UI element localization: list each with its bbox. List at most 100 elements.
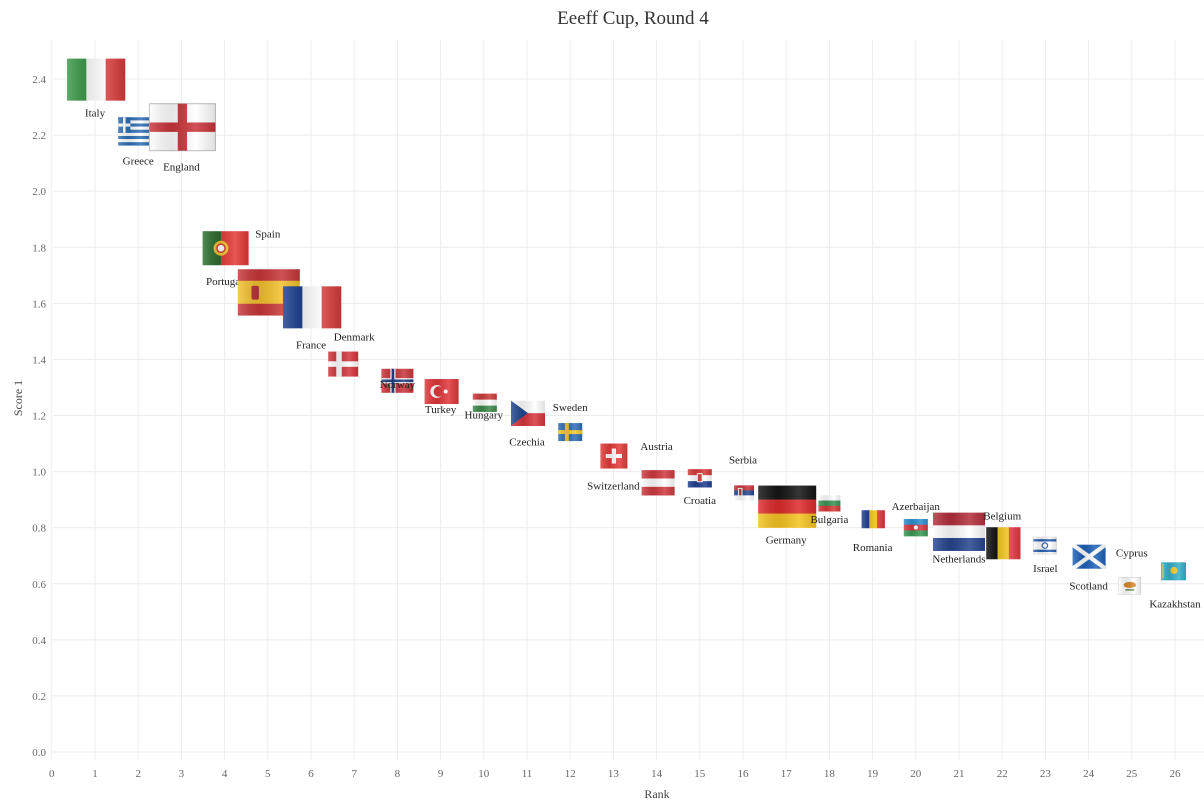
point-label: Greece	[123, 155, 154, 167]
israel-flag-icon	[1033, 536, 1057, 555]
x-tick-label: 25	[1126, 768, 1138, 780]
point-label: France	[296, 339, 326, 351]
x-tick-label: 24	[1083, 768, 1095, 780]
italy-flag-icon	[67, 58, 126, 101]
point-label: England	[163, 162, 200, 174]
x-tick-label: 18	[824, 768, 836, 780]
x-tick-label: 9	[438, 768, 444, 780]
point-label: Norway	[380, 379, 416, 391]
point-label: Cyprus	[1116, 547, 1148, 559]
x-tick-label: 19	[867, 768, 879, 780]
x-tick-label: 5	[265, 768, 271, 780]
data-point: Azerbaijan	[892, 501, 941, 537]
portugal-flag-icon	[202, 231, 249, 266]
x-tick-label: 4	[222, 768, 228, 780]
england-flag-icon	[148, 103, 216, 152]
data-points: Italy Greece England Portugal Spain France Den…	[67, 58, 1201, 610]
cyprus-flag-icon	[1118, 577, 1142, 595]
x-tick-label: 12	[565, 768, 576, 780]
data-point: France	[283, 286, 342, 351]
y-tick-label: 1.0	[32, 467, 46, 479]
norway-flag-icon	[381, 368, 414, 393]
x-tick-label: 22	[997, 768, 1008, 780]
data-point: Czechia	[509, 400, 545, 449]
y-tick-label: 0.8	[32, 523, 46, 535]
x-tick-label: 8	[395, 768, 401, 780]
point-label: Kazakhstan	[1149, 598, 1201, 610]
data-point: England	[148, 103, 216, 174]
data-point: Austria	[640, 441, 675, 496]
x-tick-label: 0	[49, 768, 55, 780]
point-label: Portugal	[206, 276, 243, 288]
hungary-flag-icon	[472, 393, 497, 412]
x-axis-ticks: 0 1 2 3 4 5 6 7 8 9 10 11 12 13 14 15 16 17 18 19 20 21 22 23 24…	[49, 768, 1181, 780]
sweden-flag-icon	[558, 423, 583, 442]
serbia-flag-icon	[734, 485, 754, 501]
data-point: Sweden	[553, 402, 588, 442]
point-label: Sweden	[553, 402, 588, 414]
point-label: Romania	[853, 542, 893, 554]
point-label: Azerbaijan	[892, 501, 941, 513]
x-tick-label: 13	[608, 768, 620, 780]
point-label: Turkey	[425, 404, 457, 416]
data-point: Cyprus	[1116, 547, 1148, 595]
data-point: Hungary	[465, 393, 504, 422]
x-tick-label: 2	[135, 768, 141, 780]
germany-flag-icon	[758, 485, 817, 528]
x-tick-label: 7	[351, 768, 357, 780]
point-label: Switzerland	[587, 481, 640, 493]
data-point: Croatia	[684, 469, 716, 507]
point-label: Czechia	[509, 437, 545, 449]
point-label: Serbia	[729, 454, 757, 466]
data-point: Kazakhstan	[1149, 562, 1201, 610]
data-point: Romania	[853, 510, 893, 554]
y-axis-ticks: 0.0 0.2 0.4 0.6 0.8 1.0 1.2 1.4 1.6 1.8 2.0 2.2 2.4	[32, 74, 46, 759]
x-tick-label: 23	[1040, 768, 1052, 780]
data-point: Greece	[118, 117, 154, 167]
y-tick-label: 1.6	[32, 298, 46, 310]
data-point: Belgium	[983, 510, 1022, 560]
chart-title: Eeeff Cup, Round 4	[557, 8, 709, 29]
y-axis-title: Score 1	[11, 380, 25, 416]
data-point: Netherlands	[932, 512, 986, 566]
point-label: Spain	[255, 228, 281, 240]
azerbaijan-flag-icon	[903, 519, 928, 537]
x-axis-title: Rank	[644, 787, 669, 801]
data-point: Turkey	[424, 379, 459, 416]
data-point: Switzerland	[587, 443, 640, 493]
point-label: Netherlands	[932, 554, 985, 566]
data-point: Portugal	[202, 231, 249, 288]
bulgaria-flag-icon	[818, 495, 841, 512]
x-tick-label: 3	[179, 768, 185, 780]
turkey-flag-icon	[424, 379, 459, 405]
x-tick-label: 14	[651, 768, 663, 780]
data-point: Serbia	[729, 454, 757, 501]
point-label: Croatia	[684, 495, 716, 507]
france-flag-icon	[283, 286, 342, 329]
x-tick-label: 1	[92, 768, 98, 780]
x-tick-label: 21	[954, 768, 965, 780]
netherlands-flag-icon	[933, 512, 985, 551]
y-tick-label: 0.6	[32, 579, 46, 591]
point-label: Austria	[640, 441, 673, 453]
data-point: Israel	[1033, 536, 1058, 575]
y-tick-label: 2.4	[32, 74, 46, 86]
data-point: Italy	[67, 58, 126, 120]
grid	[51, 40, 1204, 760]
y-tick-label: 2.2	[32, 130, 46, 142]
data-point: Scotland	[1069, 542, 1108, 593]
x-tick-label: 17	[781, 768, 793, 780]
scotland-flag-icon	[1071, 542, 1107, 571]
point-label: Scotland	[1069, 581, 1108, 593]
data-point: Norway	[380, 368, 416, 393]
point-label: Germany	[766, 535, 807, 547]
x-tick-label: 10	[478, 768, 490, 780]
data-point: Denmark	[328, 332, 375, 377]
data-point: Germany	[758, 485, 817, 547]
point-label: Hungary	[465, 410, 504, 422]
croatia-flag-icon	[687, 469, 712, 488]
y-tick-label: 0.0	[32, 747, 46, 759]
greece-flag-icon	[118, 117, 151, 146]
x-tick-label: 15	[694, 768, 706, 780]
